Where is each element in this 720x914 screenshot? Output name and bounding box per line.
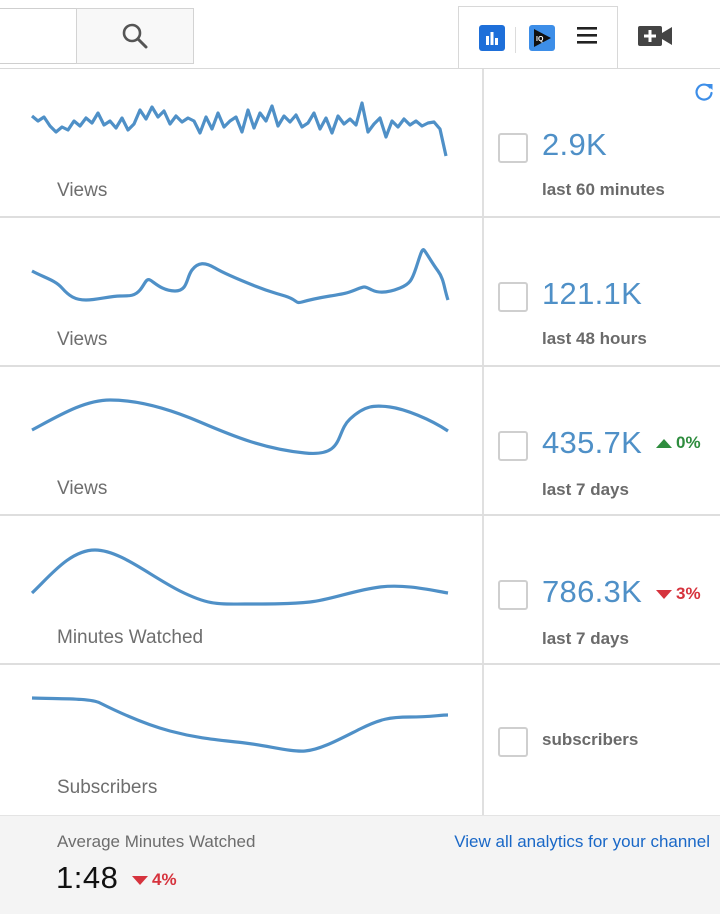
iq-play-icon: IQ <box>534 29 551 47</box>
arrow-up-icon <box>656 438 672 448</box>
upload-video-button[interactable] <box>636 22 676 50</box>
extension-toolbar: IQ <box>458 6 618 68</box>
metric-checkbox[interactable] <box>498 133 528 163</box>
search-button[interactable] <box>76 8 194 64</box>
bar-chart-icon <box>486 32 498 45</box>
column-divider <box>482 218 484 365</box>
top-bar: IQ <box>0 0 720 68</box>
sparkline-chart <box>31 248 450 305</box>
metric-row-views-48h: Views 121.1K last 48 hours <box>0 218 720 367</box>
column-divider <box>482 69 484 216</box>
metric-label: Subscribers <box>57 777 158 798</box>
menu-button[interactable] <box>574 22 600 48</box>
avg-minutes-label: Average Minutes Watched <box>57 832 256 851</box>
analytics-extension-button[interactable] <box>479 25 505 51</box>
sparkline-area: Views <box>0 367 482 514</box>
metric-period: last 48 hours <box>542 329 647 348</box>
search-icon <box>122 23 148 49</box>
search-input[interactable] <box>0 8 76 64</box>
hamburger-icon <box>577 27 597 44</box>
arrow-down-icon <box>132 875 148 885</box>
metric-row-minutes-watched: Minutes Watched 786.3K 3% last 7 days <box>0 516 720 665</box>
refresh-icon[interactable] <box>693 81 715 103</box>
iq-extension-button[interactable]: IQ <box>529 25 555 51</box>
metric-period: last 60 minutes <box>542 180 665 199</box>
arrow-down-icon <box>656 589 672 599</box>
video-add-icon <box>638 26 672 46</box>
footer: Average Minutes Watched 1:48 4% View all… <box>0 815 720 914</box>
metric-row-views-60min: Views 2.9K last 60 minutes <box>0 69 720 218</box>
metric-label: Views <box>57 180 108 201</box>
column-divider <box>482 665 484 815</box>
change-percent: 0% <box>676 433 701 452</box>
sparkline-chart <box>31 398 449 455</box>
metric-value: 435.7K <box>542 425 643 460</box>
sparkline-chart <box>30 101 448 157</box>
metric-row-views-7d: Views 435.7K 0% last 7 days <box>0 367 720 516</box>
metric-row-subscribers: Subscribers subscribers <box>0 665 720 815</box>
sparkline-chart <box>30 548 449 606</box>
change-indicator: 3% <box>656 584 701 604</box>
sparkline-area: Views <box>0 218 482 365</box>
metric-label: Views <box>57 329 108 350</box>
metric-checkbox[interactable] <box>498 580 528 610</box>
column-divider <box>482 516 484 663</box>
metric-checkbox[interactable] <box>498 282 528 312</box>
metric-checkbox[interactable] <box>498 431 528 461</box>
svg-text:IQ: IQ <box>536 36 544 43</box>
metric-label: Minutes Watched <box>57 627 204 648</box>
view-all-analytics-link[interactable]: View all analytics for your channel <box>454 832 710 851</box>
metric-period: last 7 days <box>542 629 629 648</box>
change-indicator: 0% <box>656 433 701 453</box>
metric-value: 2.9K <box>542 127 607 162</box>
metric-checkbox[interactable] <box>498 727 528 757</box>
column-divider <box>482 367 484 514</box>
sparkline-area: Minutes Watched <box>0 516 482 663</box>
metric-value: 786.3K <box>542 574 643 609</box>
metric-label: Views <box>57 478 108 499</box>
sparkline-area: Views <box>0 69 482 216</box>
metric-period: subscribers <box>542 730 639 749</box>
avg-minutes-value: 1:48 <box>56 860 119 895</box>
change-percent: 3% <box>676 584 701 603</box>
extension-divider <box>515 27 516 53</box>
metric-value: 121.1K <box>542 276 643 311</box>
analytics-panel: Views 2.9K last 60 minutes Views 121.1K … <box>0 68 720 914</box>
change-percent: 4% <box>152 870 177 889</box>
metric-period: last 7 days <box>542 480 629 499</box>
sparkline-chart <box>31 696 449 753</box>
sparkline-area: Subscribers <box>0 665 482 815</box>
avg-change-indicator: 4% <box>132 870 177 890</box>
